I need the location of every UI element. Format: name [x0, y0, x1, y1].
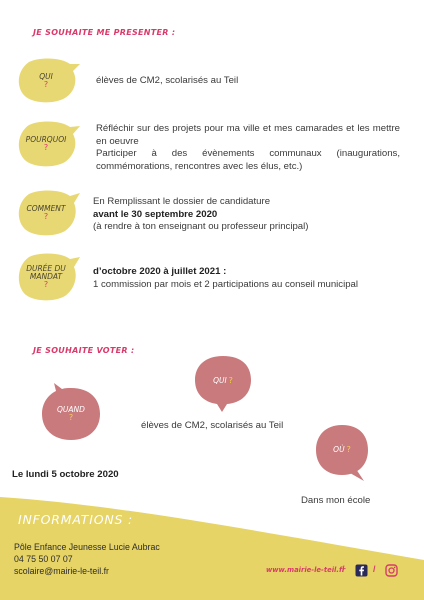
duree-label-line2: mandat — [29, 272, 63, 282]
speech-bubble-icon — [18, 253, 80, 301]
instagram-icon[interactable] — [385, 564, 398, 577]
speech-bubble-icon — [18, 190, 80, 236]
qui-question-mark: ? — [43, 79, 49, 89]
vote-ou-question-mark: ? — [346, 444, 351, 454]
speech-bubble-icon — [18, 121, 80, 167]
separator: / — [342, 564, 345, 574]
contact-email[interactable]: scolaire@mairie-le-teil.fr — [14, 566, 109, 576]
facebook-icon[interactable] — [355, 564, 368, 577]
pourquoi-question-mark: ? — [43, 143, 49, 153]
info-title: Informations : — [18, 512, 134, 527]
duree-text: d’octobre 2020 à juillet 2021 : 1 commis… — [93, 266, 359, 290]
vote-quand-label: Quand — [57, 404, 85, 414]
contact-phone[interactable]: 04 75 50 07 07 — [14, 554, 73, 564]
duree-question-mark: ? — [43, 280, 49, 290]
vote-qui-label: Qui — [213, 375, 227, 385]
vote-ou-label: Où — [333, 444, 345, 454]
vote-ou-bubble: Où ? — [316, 425, 368, 481]
website-link[interactable]: www.mairie-le-teil.fr — [266, 566, 346, 574]
separator: / — [373, 564, 376, 574]
pourquoi-text: Réfléchir sur des projets pour ma ville … — [96, 123, 400, 172]
qui-label: Qui — [39, 71, 53, 81]
qui-text: élèves de CM2, scolarisés au Teil — [96, 75, 239, 86]
duree-label-line1: Durée du — [26, 264, 66, 274]
contact-block: Pôle Enfance Jeunesse Lucie Aubrac 04 75… — [14, 541, 160, 577]
vote-quand-text: Le lundi 5 octobre 2020 — [12, 469, 119, 480]
comment-question-mark: ? — [43, 212, 49, 222]
comment-bubble: Comment ? — [17, 190, 80, 237]
comment-label: Comment — [26, 204, 66, 214]
qui-bubble: Qui ? — [17, 58, 80, 104]
vote-quand-question-mark: ? — [68, 412, 74, 422]
vote-ou-text: Dans mon école — [301, 495, 371, 506]
speech-bubble-icon — [18, 58, 80, 103]
vote-qui-bubble: Qui ? — [195, 356, 251, 412]
speech-bubble-icon — [42, 383, 100, 440]
duree-bubble: Durée du mandat ? — [17, 253, 80, 302]
pourquoi-bubble: Pourquoi ? — [17, 121, 80, 168]
pourquoi-label: Pourquoi — [25, 135, 67, 145]
contact-org: Pôle Enfance Jeunesse Lucie Aubrac — [14, 542, 160, 552]
speech-bubble-icon — [195, 356, 251, 412]
vote-quand-bubble: Quand ? — [42, 383, 100, 440]
vote-qui-text: élèves de CM2, scolarisés au Teil — [141, 420, 284, 431]
comment-text: En Remplissant le dossier de candidature… — [93, 196, 309, 233]
present-heading: Je souhaite me presenter : — [33, 28, 176, 37]
vote-qui-question-mark: ? — [228, 375, 233, 385]
speech-bubble-icon — [316, 425, 368, 481]
vote-heading: Je souhaite voter : — [33, 346, 135, 355]
